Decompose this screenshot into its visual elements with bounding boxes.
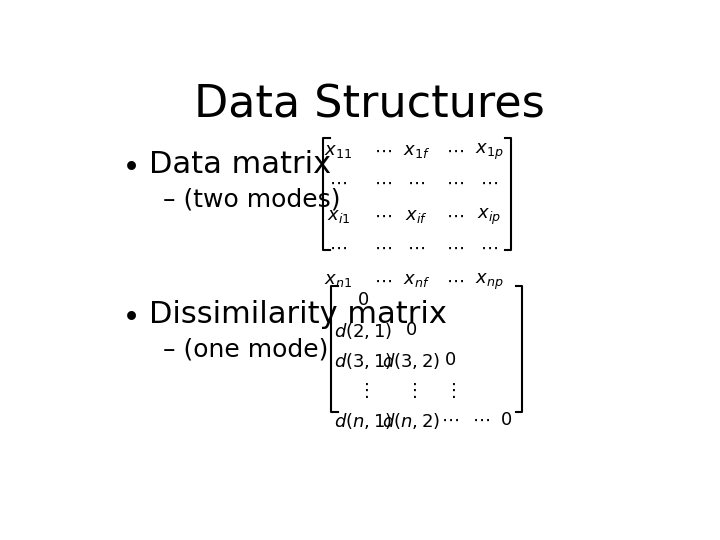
- Text: $\cdots$: $\cdots$: [446, 141, 464, 160]
- Text: $\cdots$: $\cdots$: [446, 207, 464, 225]
- Text: – (two modes): – (two modes): [163, 187, 340, 212]
- Text: $x_{if}$: $x_{if}$: [405, 207, 428, 225]
- Text: $\cdots$: $\cdots$: [374, 207, 392, 225]
- Text: $x_{np}$: $x_{np}$: [474, 272, 503, 292]
- Text: $0$: $0$: [500, 411, 512, 429]
- Text: $\vdots$: $\vdots$: [444, 381, 456, 400]
- Text: $\cdots$: $\cdots$: [329, 239, 347, 257]
- Text: Data Structures: Data Structures: [194, 84, 544, 126]
- Text: $d(3,2)$: $d(3,2)$: [382, 352, 440, 372]
- Text: $d(n,1)$: $d(n,1)$: [334, 411, 392, 431]
- Text: $0$: $0$: [444, 352, 456, 369]
- Text: $x_{1p}$: $x_{1p}$: [474, 141, 503, 162]
- Text: Data matrix: Data matrix: [148, 150, 330, 179]
- Text: $d(3,1)$: $d(3,1)$: [334, 352, 392, 372]
- Text: $x_{n1}$: $x_{n1}$: [324, 272, 352, 289]
- Text: $\cdots$: $\cdots$: [441, 411, 459, 429]
- Text: $\cdots$: $\cdots$: [480, 174, 498, 192]
- Text: $\cdots$: $\cdots$: [374, 272, 392, 289]
- Text: $\cdots$: $\cdots$: [446, 272, 464, 289]
- Text: $\vdots$: $\vdots$: [405, 381, 417, 400]
- Text: $\cdots$: $\cdots$: [408, 239, 426, 257]
- Text: $\cdots$: $\cdots$: [480, 239, 498, 257]
- Text: $0$: $0$: [357, 292, 369, 309]
- Text: $\cdots$: $\cdots$: [374, 141, 392, 160]
- Text: – (one mode): – (one mode): [163, 337, 328, 361]
- Text: $\vdots$: $\vdots$: [358, 381, 369, 400]
- Text: $0$: $0$: [405, 321, 417, 339]
- Text: $\cdots$: $\cdots$: [472, 411, 490, 429]
- Text: $\bullet$: $\bullet$: [121, 300, 137, 329]
- Text: $\cdots$: $\cdots$: [374, 239, 392, 257]
- Text: $\cdots$: $\cdots$: [446, 239, 464, 257]
- Text: $x_{ip}$: $x_{ip}$: [477, 207, 501, 227]
- Text: Dissimilarity matrix: Dissimilarity matrix: [148, 300, 446, 329]
- Text: $\cdots$: $\cdots$: [374, 174, 392, 192]
- Text: $\cdots$: $\cdots$: [329, 174, 347, 192]
- Text: $\cdots$: $\cdots$: [446, 174, 464, 192]
- Text: $\cdots$: $\cdots$: [408, 174, 426, 192]
- Text: $x_{11}$: $x_{11}$: [324, 141, 352, 160]
- Text: $x_{1f}$: $x_{1f}$: [403, 141, 430, 160]
- Text: $d(2,1)$: $d(2,1)$: [334, 321, 392, 341]
- Text: $d(n,2)$: $d(n,2)$: [382, 411, 440, 431]
- Text: $x_{i1}$: $x_{i1}$: [327, 207, 350, 225]
- Text: $\bullet$: $\bullet$: [121, 150, 137, 179]
- Text: $x_{nf}$: $x_{nf}$: [403, 272, 430, 289]
